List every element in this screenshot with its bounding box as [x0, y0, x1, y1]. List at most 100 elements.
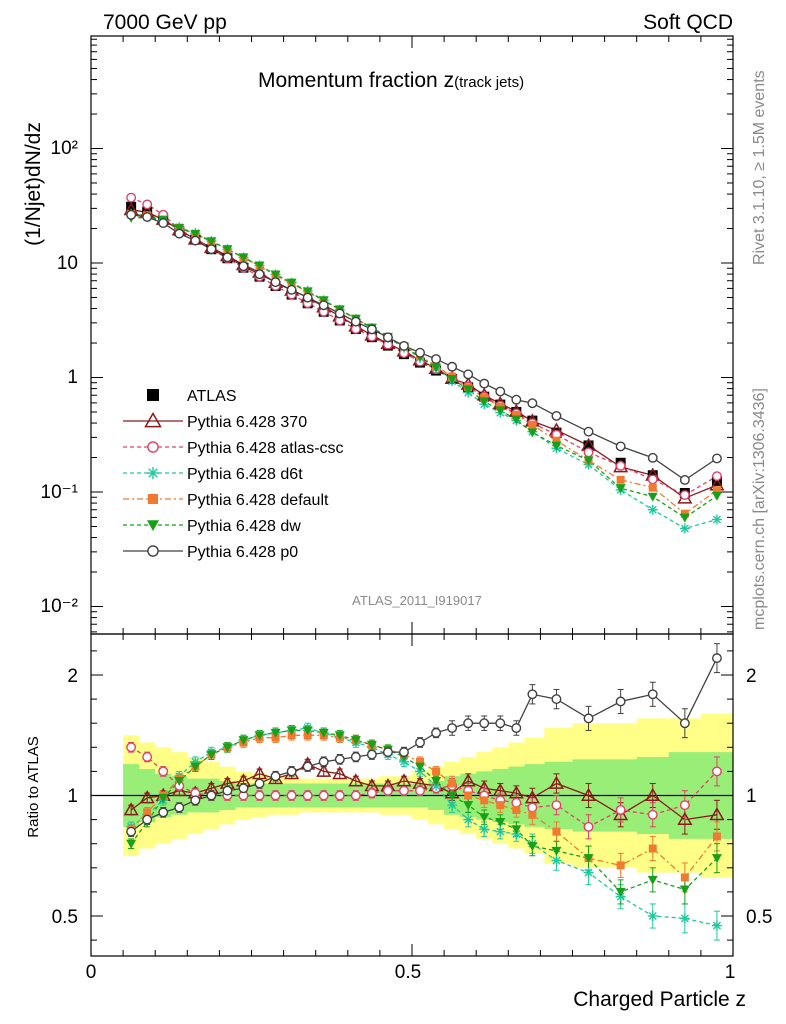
series-point-ratio: [366, 788, 377, 799]
series-point-ratio: [334, 790, 345, 801]
legend-entry: Pythia 6.428 p0: [187, 544, 298, 561]
series-point-main: [447, 361, 458, 372]
legend-entry: Pythia 6.428 default: [187, 492, 329, 509]
series-point-main: [350, 316, 361, 327]
series-markers: [123, 192, 725, 931]
series-point-ratio: [382, 785, 393, 796]
series-point-main: [615, 484, 626, 494]
series-point-ratio: [238, 736, 249, 746]
series-point-ratio: [142, 751, 153, 762]
series-point-ratio: [222, 743, 233, 753]
series-point-ratio: [712, 832, 721, 841]
series-point-ratio: [415, 785, 425, 796]
series-point-ratio: [171, 782, 187, 797]
series-point-ratio: [528, 810, 537, 819]
series-point-main: [711, 491, 722, 501]
series-point-ratio: [492, 782, 508, 797]
series-point-ratio: [222, 785, 233, 796]
series-point-ratio: [463, 718, 474, 729]
series-point-main: [647, 504, 658, 515]
series-point-ratio: [302, 790, 313, 801]
series-point-main: [511, 394, 522, 405]
series-point-ratio: [431, 777, 442, 787]
analysis-id: ATLAS_2011_I919017: [352, 593, 482, 608]
series-point-ratio: [583, 821, 594, 832]
series-point-main: [615, 460, 626, 471]
series-point-ratio: [447, 723, 458, 733]
series-point-ratio: [551, 694, 562, 705]
series-point-main: [190, 235, 201, 246]
series-point-ratio: [508, 785, 524, 799]
series-point-main: [206, 237, 217, 247]
series-point-main: [511, 415, 522, 425]
series-point-main: [366, 324, 377, 335]
series-point-ratio: [495, 718, 506, 729]
legend-symbol-atlas: [147, 389, 159, 401]
series-point-ratio: [143, 808, 152, 817]
series-point-main: [270, 277, 281, 288]
series-point-ratio: [286, 726, 297, 736]
series-point-main: [174, 228, 185, 239]
y-tick-label: 10⁻¹: [41, 482, 79, 503]
series-point-main: [463, 369, 474, 380]
series-point-ratio: [615, 887, 626, 897]
series-point-main: [447, 375, 458, 385]
series-point-ratio: [527, 689, 538, 700]
legend-symbol: [147, 467, 159, 479]
legend-symbol: [147, 545, 159, 557]
header-left: 7000 GeV pp: [103, 11, 227, 34]
series-point-ratio: [447, 791, 458, 801]
series-point-main: [302, 292, 313, 303]
series-point-main: [679, 475, 690, 485]
series-point-main: [528, 420, 537, 429]
series-point-main: [679, 523, 690, 534]
y-axis-label: (1/Njet)dN/dz: [22, 122, 45, 246]
series-point-ratio: [679, 800, 690, 811]
series-point-ratio: [190, 762, 201, 772]
series-point-ratio: [645, 787, 661, 801]
series-point-ratio: [511, 825, 522, 835]
series-point-main: [238, 261, 249, 272]
legend-entry: Pythia 6.428 atlas-csc: [187, 440, 344, 457]
series-point-ratio: [126, 839, 137, 849]
series-point-ratio: [447, 800, 458, 811]
y-tick-label: 10²: [51, 138, 78, 159]
series-point-ratio: [286, 790, 297, 801]
series-point-main: [302, 287, 313, 297]
series-point-main: [583, 426, 594, 437]
atlas-data-point: [126, 201, 137, 212]
series-point-ratio: [615, 696, 626, 707]
series-point-ratio: [479, 718, 490, 729]
series-point-ratio: [366, 749, 377, 760]
series-point-main: [648, 483, 657, 492]
series-point-ratio: [551, 855, 562, 866]
series-point-ratio: [318, 790, 329, 801]
series-point-main: [126, 192, 137, 203]
series-point-ratio: [158, 807, 169, 818]
y-tick-label: 10⁻²: [41, 596, 79, 617]
series-point-ratio: [711, 920, 722, 931]
series-point-ratio: [123, 802, 139, 816]
series-point-ratio: [677, 811, 693, 826]
series-point-main: [679, 490, 690, 500]
series-point-ratio: [495, 826, 506, 837]
series-point-main: [270, 270, 281, 280]
plot-title-main: Momentum fraction z(track jets): [258, 69, 524, 92]
series-point-main: [479, 378, 490, 389]
x-axis-label: Charged Particle z: [573, 988, 746, 1011]
series-point-ratio: [254, 790, 265, 801]
x-tick-label: 0.5: [395, 962, 421, 983]
series-point-main: [711, 514, 722, 525]
mcplots-label: mcplots.cern.ch [arXiv:1306.3436]: [751, 388, 768, 630]
series-point-ratio: [647, 809, 658, 820]
series-point-main: [415, 347, 425, 358]
series-point-ratio: [251, 766, 268, 780]
series-point-ratio: [254, 731, 265, 741]
series-point-main: [527, 398, 538, 409]
legend-symbol: [147, 441, 159, 453]
series-point-ratio: [334, 731, 345, 741]
series-point-main: [142, 199, 153, 210]
series-line-main: [131, 216, 718, 519]
series-point-ratio: [551, 846, 562, 856]
